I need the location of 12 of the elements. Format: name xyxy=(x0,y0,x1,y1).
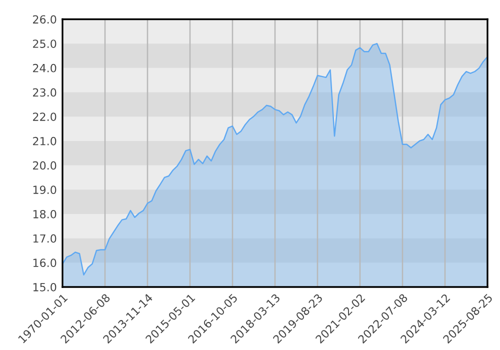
y-tick-label: 15.0 xyxy=(33,282,56,292)
y-tick-label: 20.0 xyxy=(33,161,56,170)
y-tick-label: 21.0 xyxy=(33,136,56,146)
y-tick-label: 25.0 xyxy=(33,40,56,48)
y-tick-label: 24.0 xyxy=(33,64,56,72)
y-tick-label: 23.0 xyxy=(33,88,56,97)
y-tick-label: 19.0 xyxy=(33,186,56,194)
y-tick-label: 16.0 xyxy=(33,258,56,268)
y-tick-label: 22.0 xyxy=(33,112,56,121)
y-tick-label: 26.0 xyxy=(33,15,56,24)
y-tick-label: 18.0 xyxy=(33,210,56,218)
y-tick-label: 17.0 xyxy=(33,234,56,243)
